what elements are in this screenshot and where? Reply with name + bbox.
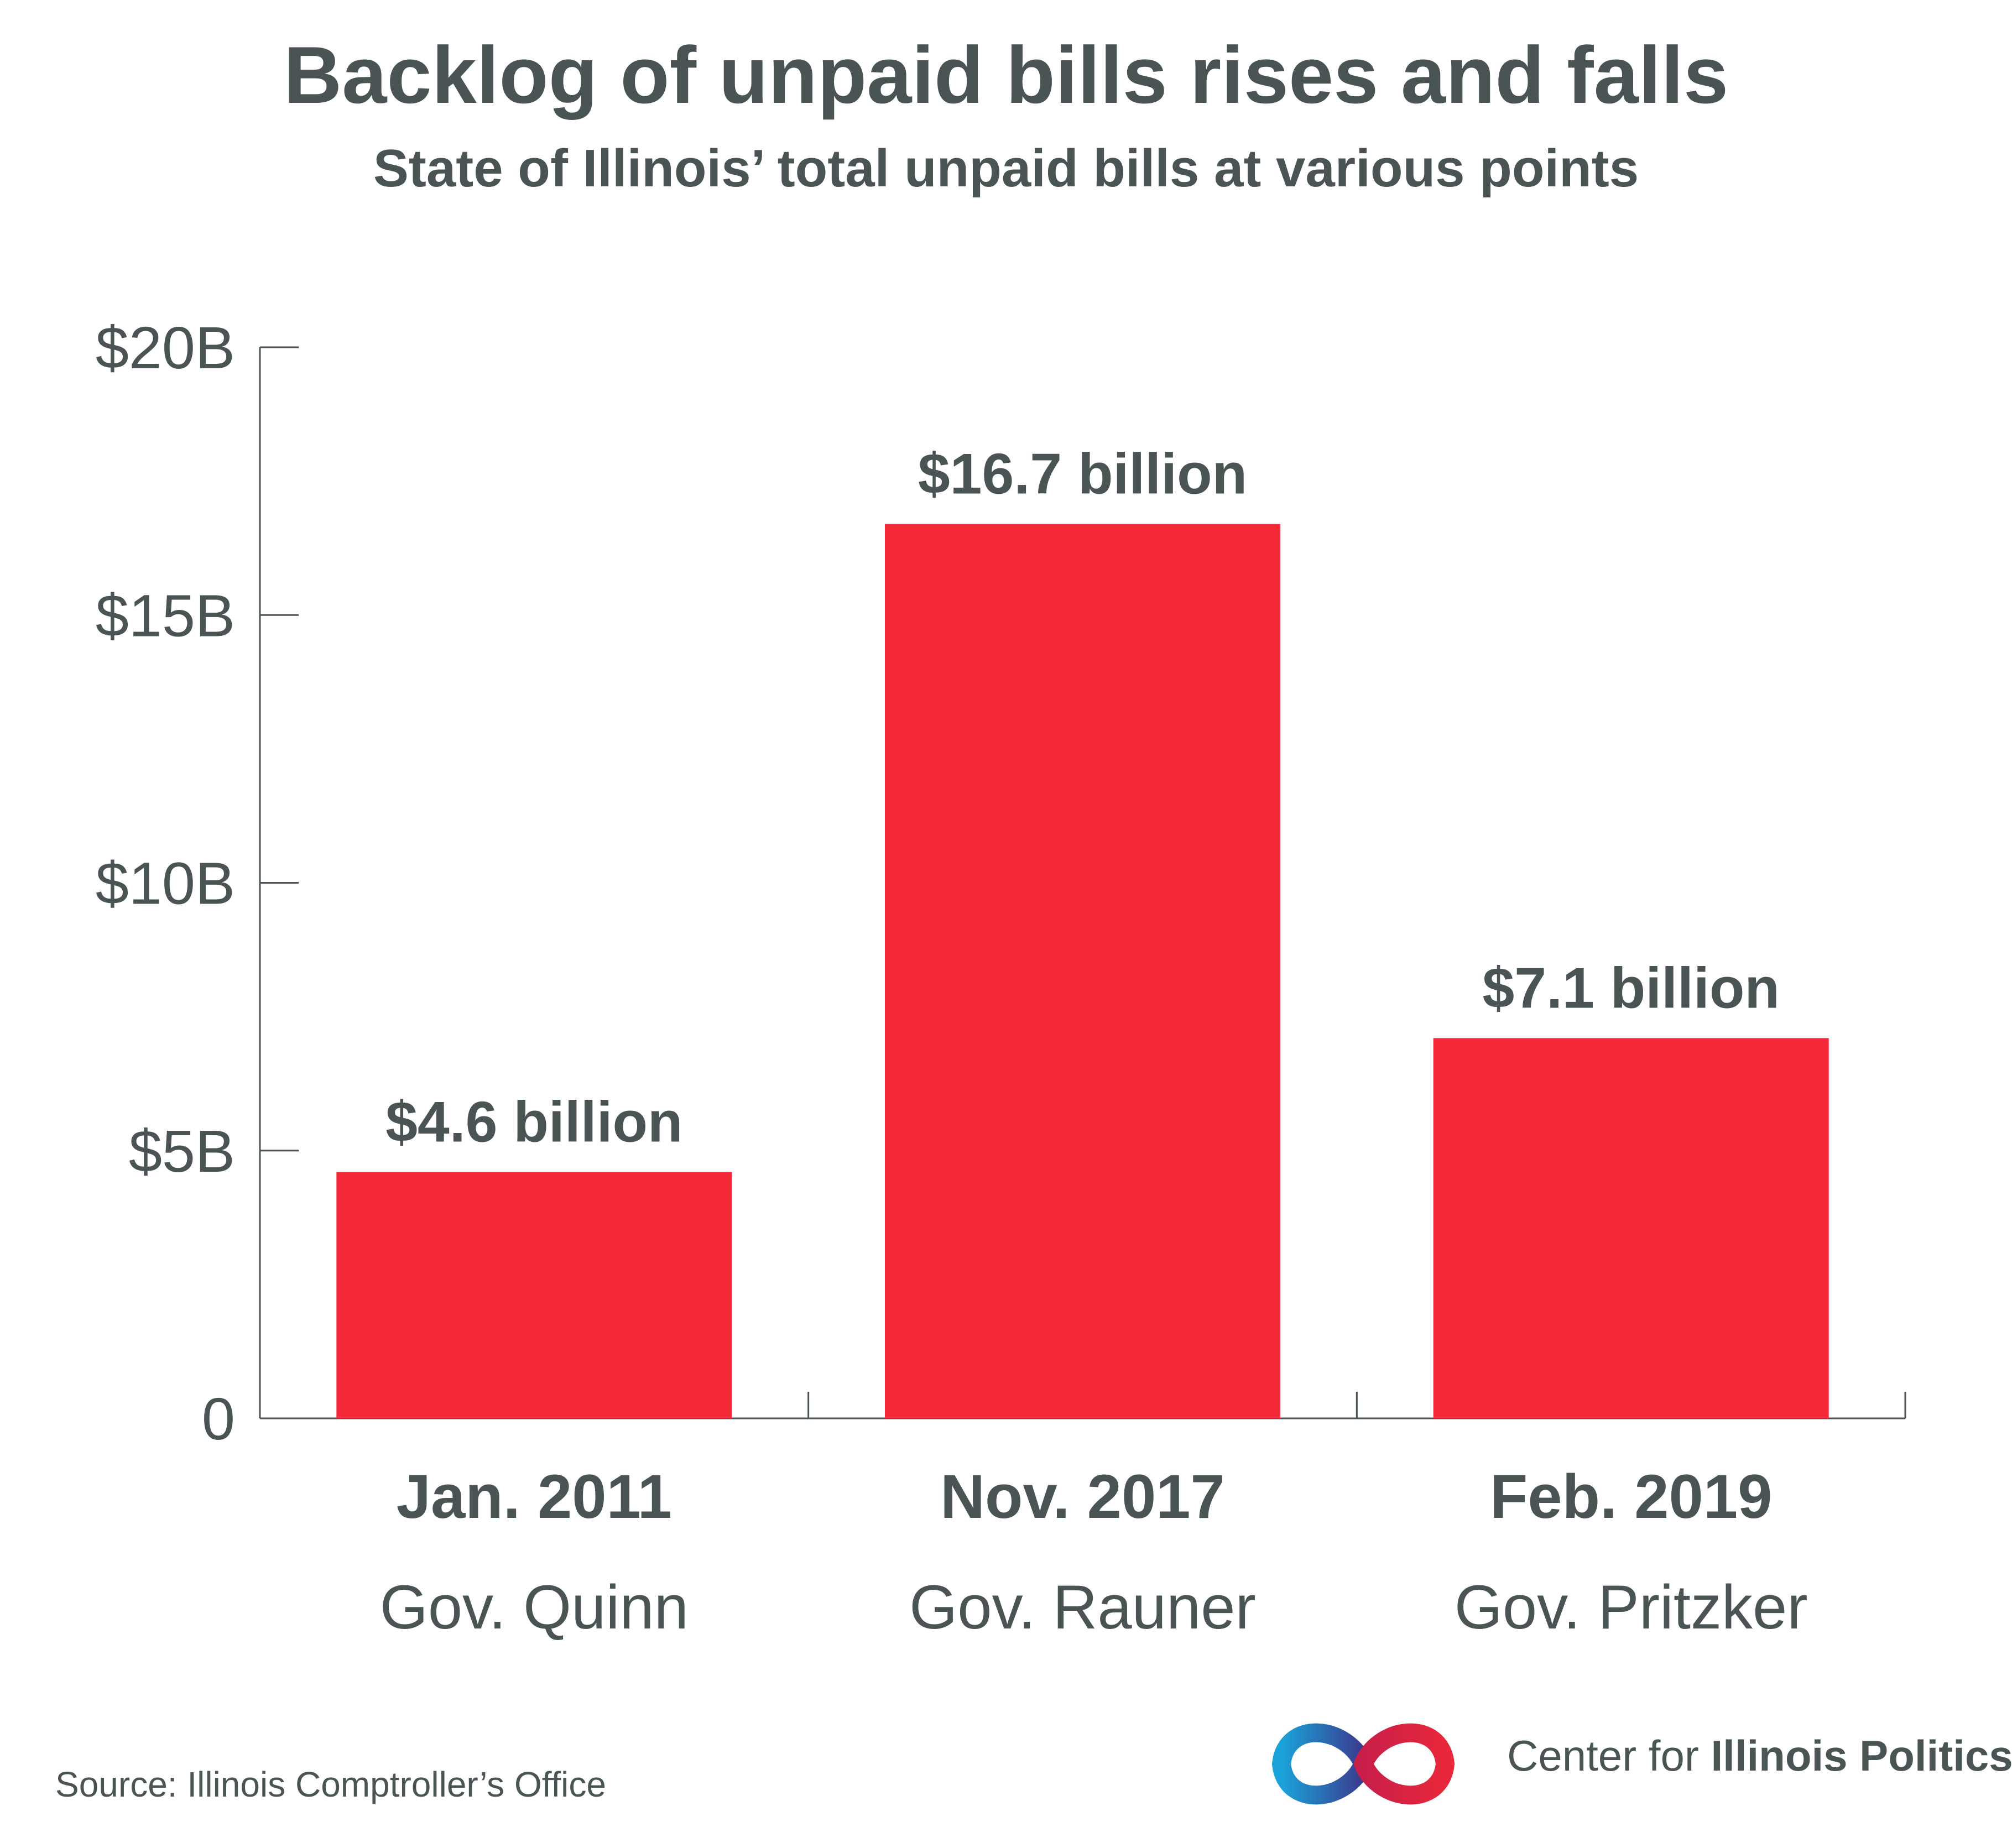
y-tick-label: 0 <box>202 1385 235 1452</box>
y-tick-label: $15B <box>96 582 235 649</box>
chart-title: Backlog of unpaid bills rises and falls <box>283 30 1729 120</box>
x-category-label: Jan. 2011 <box>397 1462 672 1531</box>
y-tick-label: $10B <box>96 850 235 917</box>
infinity-loop-icon <box>1271 1723 1455 1805</box>
brand-name: Center for Illinois Politics <box>1507 1731 2012 1781</box>
brand-name-bold: Illinois Politics <box>1711 1731 2012 1780</box>
y-tick-label: $20B <box>96 314 235 381</box>
x-category-sublabel: Gov. Quinn <box>380 1573 689 1642</box>
bar-value-label: $16.7 billion <box>918 442 1247 507</box>
x-category-sublabel: Gov. Pritzker <box>1455 1573 1808 1642</box>
source-note: Source: Illinois Comptroller’s Office <box>55 1765 606 1804</box>
bar-value-label: $7.1 billion <box>1482 956 1779 1020</box>
chart-subtitle: State of Illinois’ total unpaid bills at… <box>373 139 1639 198</box>
x-category-label: Feb. 2019 <box>1490 1462 1773 1531</box>
bar <box>885 524 1280 1418</box>
y-tick-label: $5B <box>129 1118 235 1184</box>
x-category-label: Nov. 2017 <box>940 1462 1225 1531</box>
x-category-sublabel: Gov. Rauner <box>909 1573 1256 1642</box>
brand-name-prefix: Center for <box>1507 1731 1711 1780</box>
bars <box>336 524 1829 1418</box>
bar-value-label: $4.6 billion <box>385 1090 682 1154</box>
bar <box>1433 1038 1829 1418</box>
bar <box>336 1172 732 1418</box>
labels: 0 $5B $10B $15B $20B $4.6 billion Jan. 2011 Gov… <box>96 314 1808 1642</box>
